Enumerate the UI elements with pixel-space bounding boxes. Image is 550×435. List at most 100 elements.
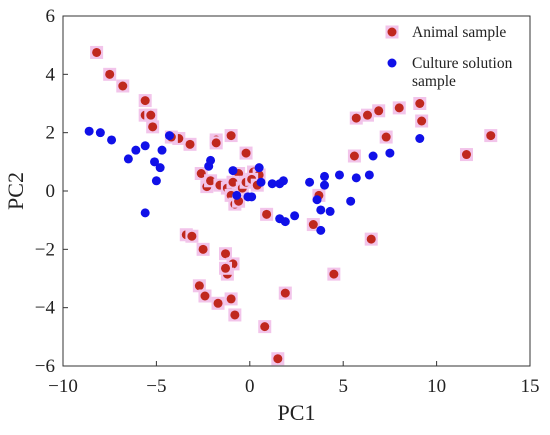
data-point <box>213 298 223 308</box>
y-tick-label: 2 <box>46 123 56 144</box>
data-point <box>320 180 330 190</box>
data-point <box>351 173 361 183</box>
x-tick-label: 15 <box>521 376 540 397</box>
data-point <box>305 177 315 187</box>
series-animal <box>90 45 498 366</box>
data-point <box>394 103 404 113</box>
legend-marker <box>387 58 397 68</box>
y-axis-label: PC2 <box>3 172 28 210</box>
data-point <box>316 205 326 215</box>
data-point <box>241 148 251 158</box>
data-point <box>368 151 378 161</box>
data-point <box>415 134 425 143</box>
data-point <box>140 96 150 106</box>
data-point <box>290 211 300 221</box>
data-point <box>247 192 257 202</box>
data-point <box>148 122 158 132</box>
data-point <box>461 150 471 160</box>
data-point <box>140 141 150 151</box>
data-point <box>200 291 210 301</box>
y-tick-label: 0 <box>46 181 56 202</box>
data-point <box>211 138 221 148</box>
y-tick-label: −6 <box>35 356 55 377</box>
data-point <box>320 171 330 181</box>
x-tick-label: −5 <box>146 376 166 397</box>
data-point <box>146 110 156 120</box>
data-point <box>316 225 326 235</box>
x-tick-label: −10 <box>48 376 78 397</box>
data-point <box>123 154 133 164</box>
data-point <box>206 176 216 186</box>
data-point <box>230 310 240 320</box>
data-point <box>362 110 372 120</box>
data-point <box>415 99 425 108</box>
data-point <box>325 206 335 216</box>
data-point <box>351 113 361 123</box>
data-point <box>267 179 277 189</box>
data-point <box>385 148 395 158</box>
data-point <box>228 166 238 176</box>
data-point <box>273 354 283 364</box>
y-tick-label: 4 <box>46 64 56 85</box>
data-point <box>198 244 208 254</box>
data-point <box>194 281 204 291</box>
data-point <box>187 231 197 241</box>
data-point <box>308 220 318 230</box>
data-point <box>131 145 141 155</box>
data-point <box>226 294 236 304</box>
data-point <box>157 145 167 155</box>
data-point <box>256 177 266 187</box>
data-point <box>280 288 290 298</box>
data-point <box>150 157 160 167</box>
ticks-layer: −10 −5 0 5 10 15 −6 −4 −2 0 2 4 6 <box>35 6 540 397</box>
data-point <box>334 170 344 180</box>
data-point <box>140 208 150 218</box>
x-tick-label: 5 <box>338 376 348 397</box>
data-point <box>105 69 115 79</box>
data-point <box>118 81 128 91</box>
data-point <box>221 249 231 259</box>
x-tick-label: 10 <box>427 376 446 397</box>
data-point <box>196 169 206 178</box>
data-point <box>364 170 374 180</box>
data-point <box>312 195 322 205</box>
data-point <box>349 151 359 161</box>
data-point <box>278 176 288 186</box>
data-point <box>381 132 391 142</box>
y-tick-label: −4 <box>35 298 56 319</box>
data-point <box>366 234 376 244</box>
data-point <box>374 106 384 116</box>
series-culture <box>84 126 425 235</box>
data-point <box>280 217 290 227</box>
legend-marker <box>387 27 397 37</box>
data-point <box>417 116 427 126</box>
points-layer <box>84 45 498 366</box>
data-point <box>260 322 270 332</box>
data-point <box>226 131 236 141</box>
data-point <box>228 177 238 187</box>
data-point <box>95 128 105 138</box>
y-tick-label: 6 <box>46 6 56 27</box>
data-point <box>155 163 165 173</box>
legend-label: Animal sample <box>412 24 506 41</box>
data-point <box>164 131 174 141</box>
data-point <box>254 163 264 173</box>
data-point <box>232 190 242 200</box>
data-point <box>107 135 117 145</box>
data-point <box>185 139 195 149</box>
data-point <box>84 126 94 136</box>
legend-label: Culture solution sample <box>412 55 513 90</box>
data-point <box>346 196 356 206</box>
data-point <box>151 176 161 186</box>
legend: Animal sample Culture solution sample <box>385 24 513 90</box>
x-tick-label: 0 <box>245 376 255 397</box>
data-point <box>486 131 496 141</box>
data-point <box>329 269 339 279</box>
y-tick-label: −2 <box>35 239 55 260</box>
data-point <box>206 155 216 165</box>
data-point <box>92 47 102 57</box>
data-point <box>221 263 231 273</box>
x-axis-label: PC1 <box>278 400 316 425</box>
data-point <box>262 209 272 219</box>
